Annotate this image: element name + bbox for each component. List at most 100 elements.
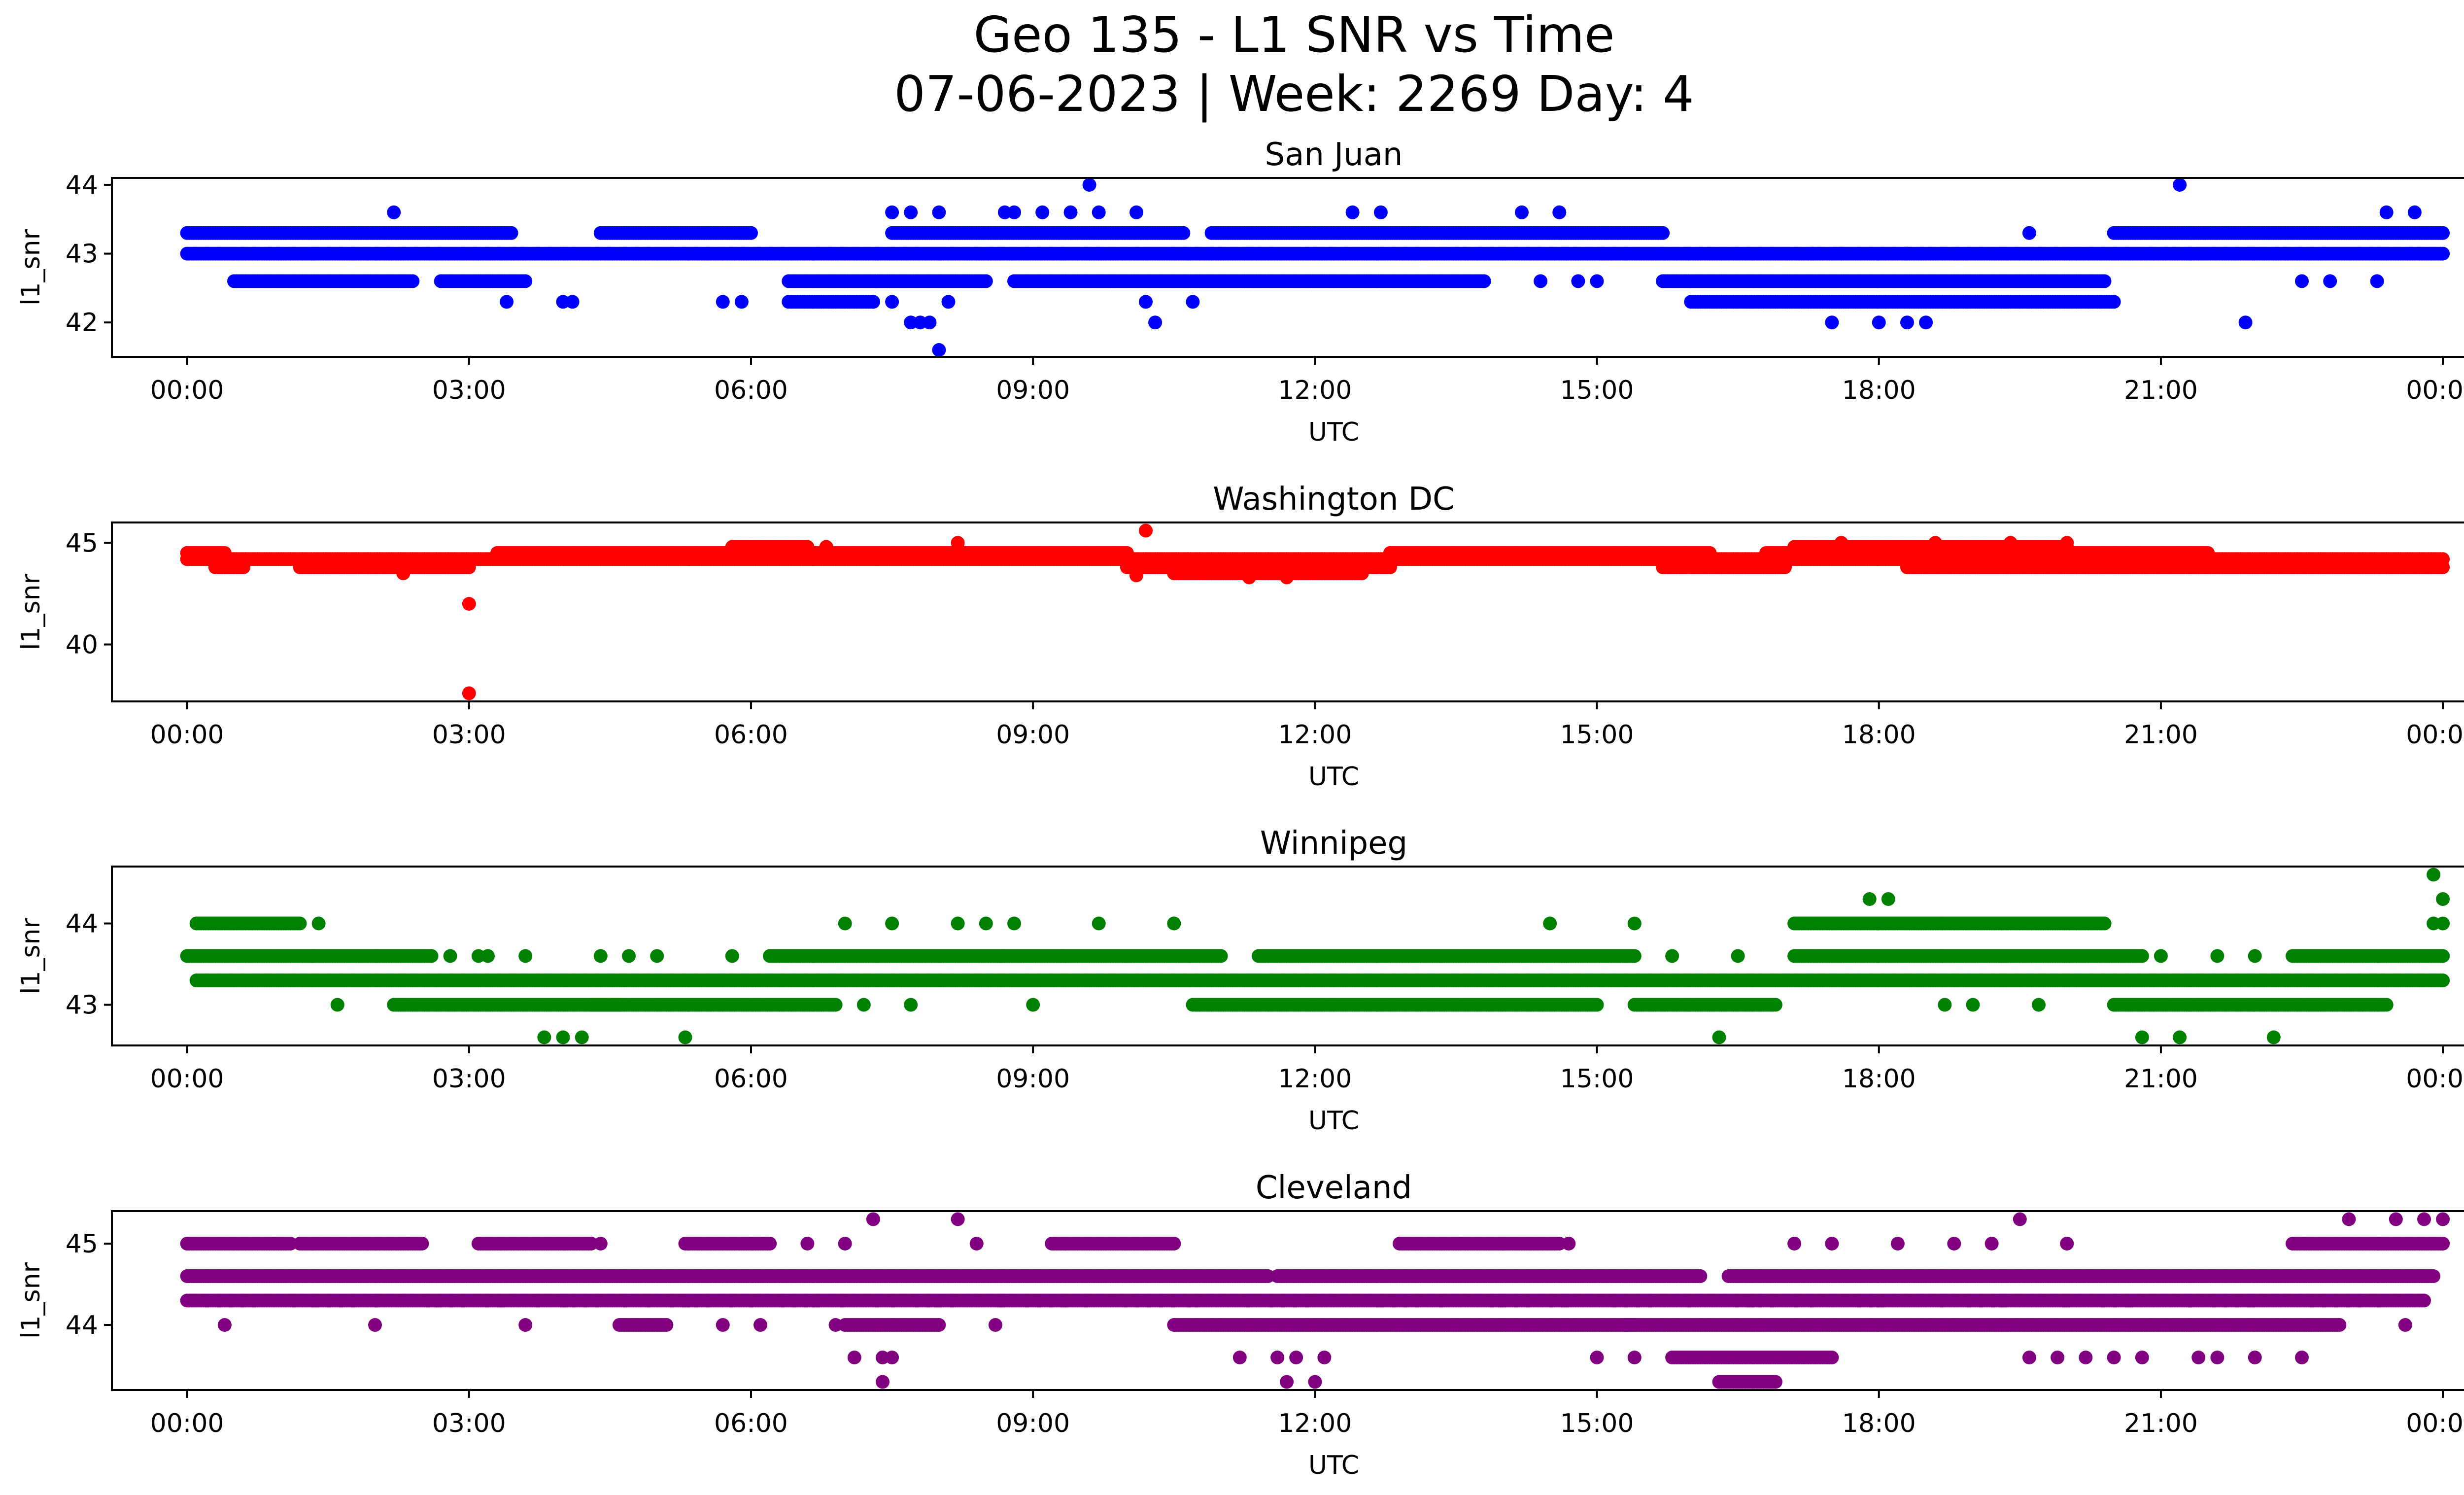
data-point (1515, 205, 1529, 219)
x-axis-label: UTC (1308, 762, 1359, 792)
data-point (2407, 205, 2422, 219)
data-point (744, 226, 758, 240)
data-point (2173, 178, 2187, 192)
data-point (885, 205, 899, 219)
data-point (1345, 205, 1360, 219)
data-point (387, 205, 401, 219)
x-tick-label: 18:00 (1842, 376, 1916, 405)
data-point (2097, 274, 2112, 288)
x-tick-label: 00:00 (2406, 376, 2464, 405)
data-point (800, 540, 815, 554)
data-point (2238, 315, 2253, 330)
scatter-series-san-juan (180, 178, 2450, 357)
data-point (1186, 295, 1200, 309)
data-point (1928, 536, 1943, 550)
x-tick-label: 09:00 (996, 376, 1070, 405)
data-point (1148, 315, 1163, 330)
data-point (1035, 205, 1050, 219)
data-point (1552, 205, 1567, 219)
x-tick-label: 15:00 (1560, 720, 1634, 750)
data-point (1129, 205, 1143, 219)
data-point (2022, 226, 2036, 240)
x-axis-label: UTC (1308, 417, 1359, 447)
data-point (2379, 205, 2394, 219)
data-point (1656, 226, 1670, 240)
data-point (1534, 274, 1548, 288)
data-point (923, 315, 937, 330)
data-point (1834, 536, 1848, 550)
data-point (885, 295, 899, 309)
data-point (1007, 205, 1021, 219)
data-point (518, 274, 533, 288)
x-tick-label: 18:00 (1842, 720, 1916, 750)
data-point (932, 343, 946, 357)
y-tick-label: 45 (66, 528, 98, 558)
y-tick-label: 42 (66, 308, 98, 338)
data-point (1373, 205, 1388, 219)
data-point (1872, 315, 1886, 330)
x-tick-label: 03:00 (432, 376, 506, 405)
subplot-title: Winnipeg (1260, 825, 1407, 862)
data-point (734, 295, 749, 309)
x-tick-label: 03:00 (432, 720, 506, 750)
data-point (904, 205, 918, 219)
data-point (565, 295, 580, 309)
data-point (2436, 246, 2450, 261)
x-tick-label: 06:00 (714, 720, 788, 750)
data-point (2436, 226, 2450, 240)
data-point (2060, 536, 2074, 550)
data-point (396, 566, 411, 581)
data-point (1139, 523, 1153, 538)
data-point (979, 274, 993, 288)
data-point (1806, 246, 1820, 261)
figure-title-line1: Geo 135 - L1 SNR vs Time (974, 6, 1615, 64)
data-point (2201, 546, 2215, 560)
x-tick-label: 12:00 (1278, 720, 1352, 750)
data-point (941, 295, 956, 309)
data-point (2107, 295, 2121, 309)
data-point (462, 686, 476, 700)
x-tick-label: 00:00 (150, 720, 224, 750)
data-point (866, 295, 880, 309)
data-point (1355, 566, 1369, 581)
x-tick-label: 21:00 (2124, 376, 2198, 405)
data-point (1900, 315, 1914, 330)
subplot-title: Washington DC (1213, 481, 1454, 518)
data-point (237, 560, 250, 574)
data-point (1900, 246, 1914, 261)
x-tick-label: 00:00 (2406, 720, 2464, 750)
x-tick-label: 12:00 (1278, 376, 1352, 405)
data-point (1778, 560, 1792, 574)
y-tick-label: 44 (66, 171, 98, 200)
data-point (819, 540, 833, 554)
x-tick-label: 00:00 (150, 376, 224, 405)
y-axis-label: l1_snr (16, 573, 46, 650)
data-point (1092, 205, 1106, 219)
data-point (1383, 560, 1397, 574)
y-axis-label: l1_snr (16, 229, 46, 306)
data-point (1919, 315, 1933, 330)
data-point (500, 295, 514, 309)
data-point (1477, 274, 1491, 288)
data-point (932, 205, 946, 219)
data-point (1703, 546, 1717, 560)
data-point (504, 226, 518, 240)
data-point (1825, 315, 1839, 330)
data-point (1280, 570, 1294, 585)
data-point (951, 536, 965, 550)
x-tick-label: 15:00 (1560, 376, 1634, 405)
data-point (1176, 226, 1191, 240)
data-point (716, 295, 730, 309)
data-point (406, 274, 420, 288)
data-point (1063, 205, 1078, 219)
data-point (1571, 274, 1585, 288)
data-point (1834, 246, 1848, 261)
data-point (1139, 295, 1153, 309)
data-point (1242, 570, 1256, 585)
x-tick-label: 21:00 (2124, 720, 2198, 750)
x-tick-label: 06:00 (714, 376, 788, 405)
x-tick-label: 09:00 (996, 720, 1070, 750)
data-point (2323, 274, 2337, 288)
